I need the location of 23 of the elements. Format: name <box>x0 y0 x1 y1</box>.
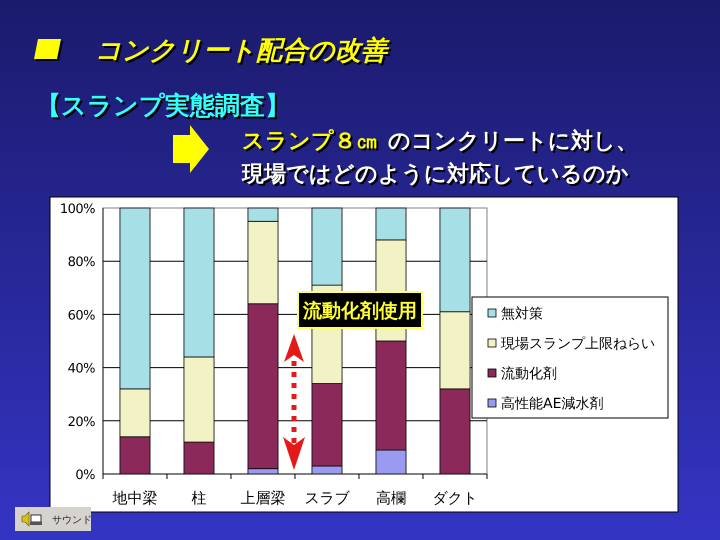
legend-label: 無対策 <box>501 306 543 322</box>
x-tick-label: 高欄 <box>376 489 406 507</box>
y-tick-label: 20% <box>68 414 96 430</box>
y-tick-label: 80% <box>68 255 96 270</box>
y-tick-label: 60% <box>68 308 96 324</box>
text: スランプ８㎝ <box>242 129 378 154</box>
x-tick-label: ダクト <box>432 489 478 507</box>
legend-label: 現場スランプ上限ねらい <box>501 336 655 352</box>
legend-label: 高性能AE減水剤 <box>501 396 604 412</box>
x-tick-label: 上層梁 <box>240 489 286 507</box>
y-tick-label: 40% <box>68 362 96 377</box>
chart-title: コンクリート配合の改善 <box>95 36 390 66</box>
annotation: 流動化剤使用 <box>302 300 417 322</box>
x-tick-label: スラブ <box>304 489 350 507</box>
text: 現場ではどのように対応しているのか <box>241 161 629 187</box>
y-tick-label: 100% <box>60 202 96 217</box>
legend-label: 流動化剤 <box>501 366 557 382</box>
x-tick-label: 地中梁 <box>112 489 158 507</box>
chart-subtitle: 【スランプ実態調査】 <box>36 91 290 120</box>
text: のコンクリートに対し、 <box>388 128 638 154</box>
text: サウンド <box>52 515 92 526</box>
x-tick-label: 柱 <box>192 489 206 507</box>
y-tick-label: 0% <box>75 468 96 483</box>
